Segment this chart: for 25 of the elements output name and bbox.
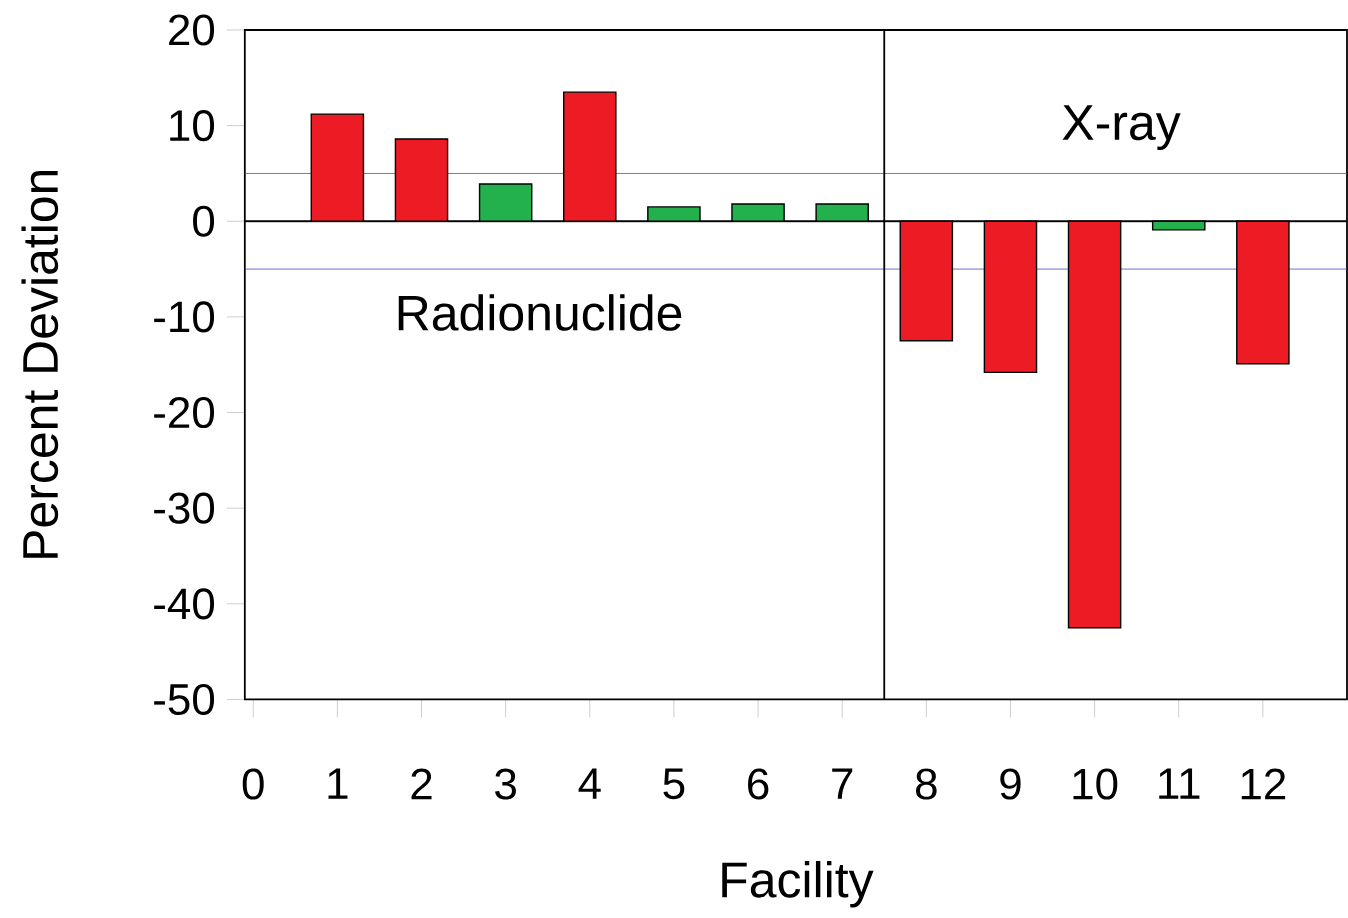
y-tick-label: -40 — [154, 588, 215, 620]
y-tick-label: 10 — [170, 109, 215, 142]
y-tick-label: -20 — [154, 396, 215, 428]
x-tick-label: 9 — [1000, 768, 1021, 800]
x-tick-label: 1 — [328, 768, 348, 799]
y-axis-title: Percent Deviation — [21, 170, 59, 558]
x-tick-label: 2 — [411, 768, 432, 800]
y-tick-label: -50 — [154, 683, 215, 715]
y-tick-label: 0 — [193, 205, 215, 237]
x-tick-label: 0 — [242, 768, 264, 800]
x-tick-label: 3 — [495, 768, 516, 800]
annotation: Radionuclide — [398, 294, 682, 331]
x-tick-label: 4 — [578, 768, 601, 799]
y-tick-label: 20 — [169, 14, 215, 46]
annotation: X-ray — [1062, 105, 1181, 150]
x-tick-label: 6 — [748, 768, 769, 800]
x-tick-label: 11 — [1159, 768, 1200, 799]
x-tick-label: 7 — [832, 768, 853, 799]
x-tick-label: 8 — [916, 768, 937, 800]
x-tick-label: 5 — [663, 768, 685, 800]
y-tick-label: -10 — [154, 301, 215, 333]
x-tick-label: 12 — [1241, 768, 1286, 800]
x-tick-label: 10 — [1073, 768, 1118, 800]
x-axis-title: Facility — [722, 860, 874, 908]
y-tick-label: -30 — [154, 492, 215, 524]
